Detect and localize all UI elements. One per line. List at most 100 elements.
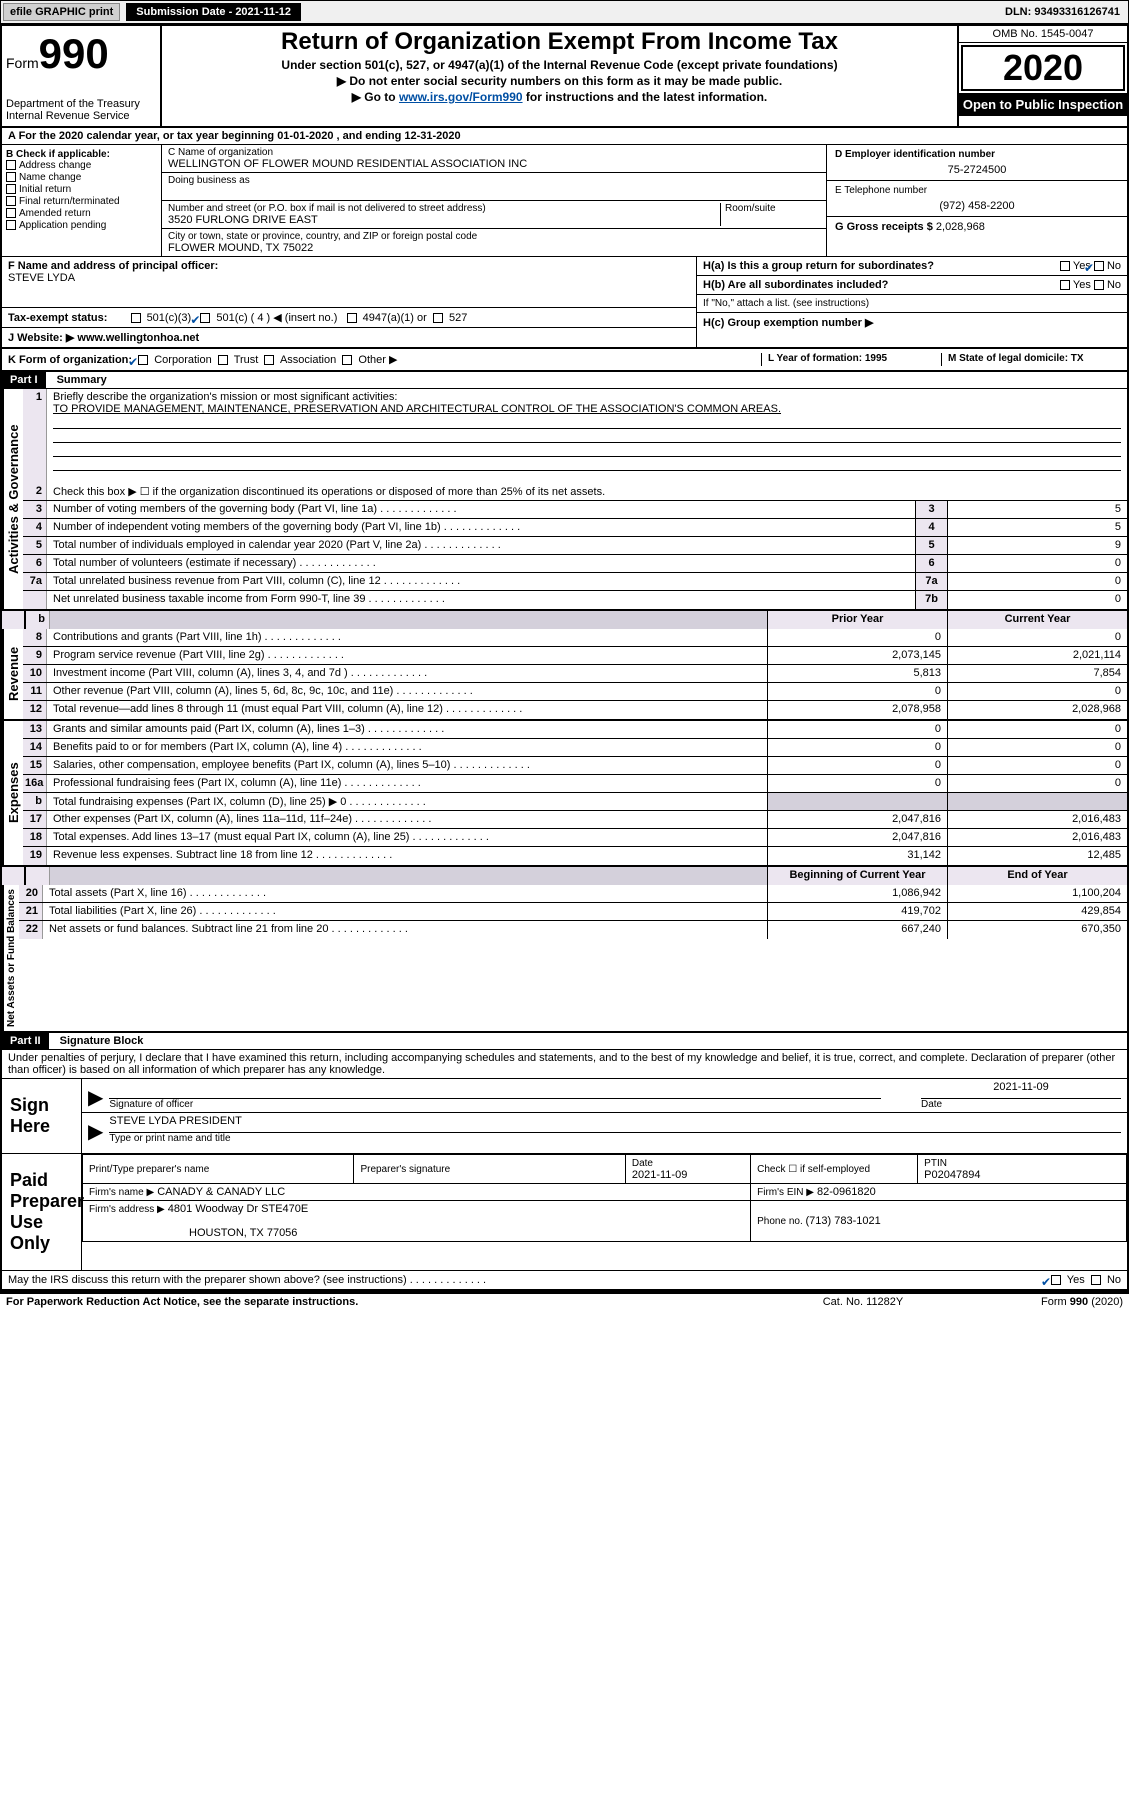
hb-no[interactable] (1094, 280, 1104, 290)
l-year-formation: L Year of formation: 1995 (761, 353, 941, 366)
website-value[interactable]: www.wellingtonhoa.net (77, 332, 199, 344)
ha-no[interactable] (1094, 261, 1104, 271)
tax-exempt-label: Tax-exempt status: (8, 312, 107, 324)
chk-501c[interactable] (200, 313, 210, 323)
ptin-header: PTIN (924, 1158, 947, 1169)
hdr-beginning-year: Beginning of Current Year (767, 867, 947, 885)
lbl-other: Other ▶ (358, 354, 397, 366)
chk-initial-return[interactable]: Initial return (6, 184, 157, 195)
ein-value: 75-2724500 (835, 164, 1119, 176)
discuss-no-lbl: No (1107, 1274, 1121, 1286)
part1-header-row: Part I Summary (2, 372, 1127, 389)
chk-527[interactable] (433, 313, 443, 323)
hc-label: H(c) Group exemption number ▶ (697, 313, 1127, 332)
col-b-header: B Check if applicable: (6, 149, 157, 160)
ha-yes[interactable] (1060, 261, 1070, 271)
efile-button[interactable]: efile GRAPHIC print (3, 3, 120, 21)
chk-address-change[interactable]: Address change (6, 160, 157, 171)
vlabel-revenue: Revenue (2, 629, 23, 719)
part1-header: Part I (2, 372, 46, 388)
col-h: H(a) Is this a group return for subordin… (697, 257, 1127, 347)
prep-name-header: Print/Type preparer's name (89, 1164, 209, 1175)
chk-final-return[interactable]: Final return/terminated (6, 196, 157, 207)
form-subtitle: Under section 501(c), 527, or 4947(a)(1)… (168, 58, 951, 72)
col-b-checkboxes: B Check if applicable: Address change Na… (2, 145, 162, 256)
data-line: 15 Salaries, other compensation, employe… (23, 757, 1127, 775)
phone-value: (972) 458-2200 (835, 200, 1119, 212)
type-name-label: Type or print name and title (109, 1133, 1121, 1144)
prep-self-employed[interactable]: Check ☐ if self-employed (757, 1164, 870, 1175)
gov-line: 6 Total number of volunteers (estimate i… (23, 555, 1127, 573)
lbl-trust: Trust (234, 354, 259, 366)
line1-num: 1 (23, 389, 47, 483)
k-label: K Form of organization: (8, 354, 132, 366)
c-name-label: C Name of organization (168, 147, 820, 158)
ptin-value: P02047894 (924, 1169, 980, 1181)
section-expenses: Expenses 13 Grants and similar amounts p… (2, 721, 1127, 867)
section-net-assets: Net Assets or Fund Balances 20 Total ass… (2, 885, 1127, 1033)
website-row: J Website: ▶ www.wellingtonhoa.net (2, 328, 696, 347)
spacer-b (2, 611, 26, 629)
chk-corp[interactable] (138, 355, 148, 365)
header-middle: Return of Organization Exempt From Incom… (162, 26, 957, 126)
chk-4947[interactable] (347, 313, 357, 323)
line2-num: 2 (23, 483, 47, 500)
sign-here-row: Sign Here ▶ Signature of officer 2021-11… (2, 1079, 1127, 1154)
gov-line: 4 Number of independent voting members o… (23, 519, 1127, 537)
gross-receipts-value: 2,028,968 (936, 221, 985, 233)
discuss-yes[interactable] (1051, 1275, 1061, 1285)
firm-addr-1: 4801 Woodway Dr STE470E (168, 1203, 308, 1215)
org-city: FLOWER MOUND, TX 75022 (168, 242, 820, 254)
paperwork-notice: For Paperwork Reduction Act Notice, see … (6, 1296, 763, 1308)
chk-name-change[interactable]: Name change (6, 172, 157, 183)
firm-ein-label: Firm's EIN ▶ (757, 1187, 814, 1198)
chk-other[interactable] (342, 355, 352, 365)
m-state-domicile: M State of legal domicile: TX (941, 353, 1121, 366)
gov-line: Net unrelated business taxable income fr… (23, 591, 1127, 609)
irs-label: Internal Revenue Service (6, 110, 156, 122)
hb-no-lbl: No (1107, 279, 1121, 291)
prep-date-header: Date (632, 1158, 653, 1169)
chk-trust[interactable] (218, 355, 228, 365)
discuss-no[interactable] (1091, 1275, 1101, 1285)
part2-header: Part II (2, 1033, 49, 1049)
officer-typed-name: STEVE LYDA PRESIDENT (109, 1115, 1121, 1133)
firm-phone-value: (713) 783-1021 (806, 1215, 881, 1227)
data-line: 18 Total expenses. Add lines 13–17 (must… (23, 829, 1127, 847)
chk-assoc[interactable] (264, 355, 274, 365)
section-na-header: Beginning of Current Year End of Year (2, 867, 1127, 885)
addr-label: Number and street (or P.O. box if mail i… (168, 203, 720, 214)
hb-yes[interactable] (1060, 280, 1070, 290)
website-label: J Website: ▶ (8, 332, 74, 344)
irs-link[interactable]: www.irs.gov/Form990 (399, 90, 523, 104)
phone-label: E Telephone number (835, 185, 1119, 196)
sign-arrow-icon-2: ▶ (88, 1119, 103, 1144)
chk-application-pending[interactable]: Application pending (6, 220, 157, 231)
line1-text: TO PROVIDE MANAGEMENT, MAINTENANCE, PRES… (53, 403, 781, 415)
data-line: 22 Net assets or fund balances. Subtract… (19, 921, 1127, 939)
gross-receipts-label: G Gross receipts $ (835, 221, 936, 233)
footer-row: For Paperwork Reduction Act Notice, see … (0, 1293, 1129, 1310)
sign-here-label: Sign Here (2, 1079, 82, 1153)
dept-treasury: Department of the Treasury (6, 98, 156, 110)
sig-officer-label: Signature of officer (109, 1099, 881, 1110)
preparer-table: Print/Type preparer's name Preparer's si… (82, 1154, 1127, 1242)
form-number: 990 (39, 30, 109, 77)
discuss-row: May the IRS discuss this return with the… (2, 1271, 1127, 1291)
room-label: Room/suite (725, 203, 820, 214)
hb-yes-lbl: Yes (1073, 279, 1091, 291)
data-line: 21 Total liabilities (Part X, line 26) 4… (19, 903, 1127, 921)
lbl-527: 527 (449, 312, 467, 324)
submission-date: Submission Date - 2021-11-12 (126, 3, 301, 21)
chk-amended-return[interactable]: Amended return (6, 208, 157, 219)
chk-501c3[interactable] (131, 313, 141, 323)
section-revenue: Revenue 8 Contributions and grants (Part… (2, 629, 1127, 721)
gov-line: 3 Number of voting members of the govern… (23, 501, 1127, 519)
col-f-j: F Name and address of principal officer:… (2, 257, 697, 347)
data-line: 9 Program service revenue (Part VIII, li… (23, 647, 1127, 665)
form-990-container: Form990 Department of the Treasury Inter… (0, 24, 1129, 1293)
discuss-text: May the IRS discuss this return with the… (8, 1274, 1051, 1286)
data-line: 11 Other revenue (Part VIII, column (A),… (23, 683, 1127, 701)
penalty-text: Under penalties of perjury, I declare th… (2, 1050, 1127, 1079)
sign-arrow-icon: ▶ (88, 1085, 103, 1110)
